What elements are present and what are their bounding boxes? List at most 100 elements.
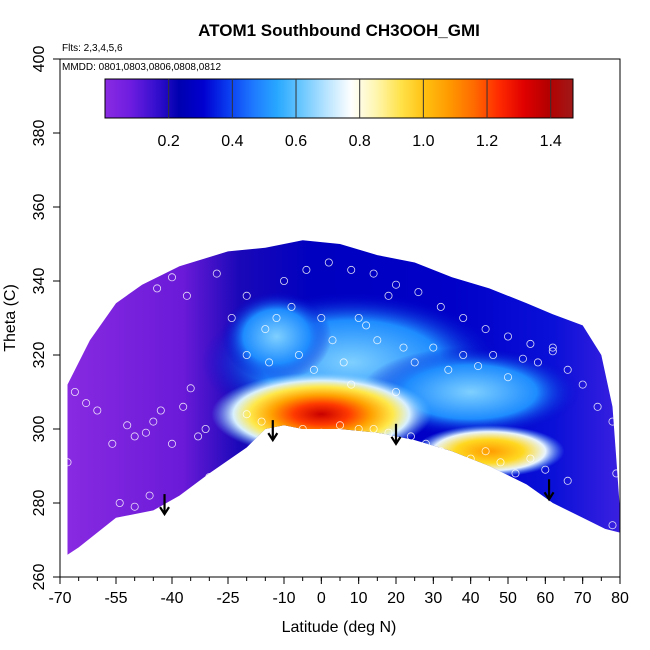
observation-circle: [526, 339, 535, 348]
x-axis-title: Latitude (deg N): [282, 619, 397, 636]
observation-circle: [156, 406, 165, 415]
observation-circles: [63, 258, 621, 530]
observation-circle: [63, 458, 72, 467]
observation-circle: [399, 343, 408, 352]
observation-circle: [369, 269, 378, 278]
observation-circle: [593, 402, 602, 411]
x-tick-label: -10: [272, 590, 295, 607]
observation-circle: [317, 428, 326, 437]
observation-circle: [339, 358, 348, 367]
observation-circle: [212, 269, 221, 278]
x-tick-label: 80: [611, 590, 629, 607]
observation-circle: [414, 288, 423, 297]
observation-circle: [82, 399, 91, 408]
observation-circle: [279, 276, 288, 285]
observation-circle: [317, 313, 326, 322]
observation-circle: [436, 302, 445, 311]
observation-circle: [227, 313, 236, 322]
observation-circle: [548, 347, 557, 356]
observation-circle: [153, 284, 162, 293]
observation-circle: [369, 424, 378, 433]
observation-circle: [421, 439, 430, 448]
colorbar: 0.2 0.4 0.6 0.8 1.0 1.2 1.4: [104, 78, 574, 150]
observation-circle: [436, 447, 445, 456]
y-tick-label: 300: [31, 416, 48, 443]
arrow-marker: [543, 479, 555, 502]
observation-circle: [167, 273, 176, 282]
colorbar-tick-label: 1.4: [540, 133, 562, 150]
observation-circle: [526, 454, 535, 463]
observation-circle: [354, 424, 363, 433]
y-tick-label: 260: [31, 564, 48, 591]
observation-circle: [518, 354, 527, 363]
y-tick-label: 380: [31, 120, 48, 147]
arrow-marker: [159, 494, 170, 517]
arrow-marker: [267, 420, 279, 443]
y-tick-label: 340: [31, 268, 48, 295]
x-tick-label: 20: [387, 590, 405, 607]
x-tick-label: -25: [216, 590, 239, 607]
dates-note: MMDD: 0801,0803,0806,0808,0812: [62, 62, 221, 73]
observation-circle: [141, 428, 150, 437]
observation-circle: [503, 332, 512, 341]
colorbar-tick-label: 0.8: [349, 133, 371, 150]
observation-circle: [373, 336, 382, 345]
observation-circle: [541, 465, 550, 474]
observation-circle: [489, 350, 498, 359]
observation-circle: [328, 336, 337, 345]
arrow-head: [267, 432, 279, 443]
observation-circle: [324, 258, 333, 267]
observation-circle: [272, 313, 281, 322]
observation-circle: [347, 265, 356, 274]
observation-circle: [503, 373, 512, 382]
observation-circle: [563, 476, 572, 485]
y-tick-label: 320: [31, 342, 48, 369]
observation-circle: [533, 358, 542, 367]
observation-circle: [294, 350, 303, 359]
observation-circle: [242, 410, 251, 419]
observation-circle: [257, 417, 266, 426]
x-tick-label: -40: [160, 590, 183, 607]
y-axis-title: Theta (C): [2, 284, 19, 352]
observation-circle: [384, 291, 393, 300]
observation-circle: [298, 424, 307, 433]
x-tick-label: 50: [499, 590, 517, 607]
flights-note: Flts: 2,3,4,5,6: [62, 43, 123, 54]
observation-circle: [578, 380, 587, 389]
y-tick-label: 360: [31, 194, 48, 221]
x-axis: -70 -55 -40 -25 -10 0 10 20 30 40 50 60 70 80: [48, 577, 629, 607]
observation-circle: [608, 521, 617, 530]
observation-circle: [186, 384, 195, 393]
observation-circle: [347, 380, 356, 389]
observation-circle: [279, 428, 288, 437]
observation-circle: [287, 302, 296, 311]
arrow-marker: [390, 423, 402, 446]
observation-circle: [93, 406, 102, 415]
x-tick-label: 30: [424, 590, 442, 607]
colorbar-tick-label: 0.6: [285, 133, 307, 150]
x-tick-label: 40: [462, 590, 480, 607]
x-tick-label: 60: [536, 590, 554, 607]
x-tick-label: 70: [574, 590, 592, 607]
x-tick-label: 10: [350, 590, 368, 607]
heatmap-plume-west: [221, 291, 332, 382]
observation-circle: [451, 458, 460, 467]
y-axis: 260 280 300 320 340 360 380 400: [31, 46, 60, 591]
observation-circle: [459, 313, 468, 322]
observation-circle: [406, 432, 415, 441]
observation-circle: [149, 417, 158, 426]
observation-circle: [261, 325, 270, 334]
arrow-head: [159, 506, 170, 517]
heatmap-layer: [67, 240, 620, 555]
observation-circle: [511, 469, 520, 478]
observation-circle: [179, 402, 188, 411]
observation-circle: [194, 432, 203, 441]
observation-circle: [130, 502, 139, 511]
observation-circle: [242, 291, 251, 300]
observation-circle: [130, 432, 139, 441]
observation-circle: [182, 291, 191, 300]
observation-circle: [410, 358, 419, 367]
observation-circle: [466, 454, 475, 463]
chart-title: ATOM1 Southbound CH3OOH_GMI: [198, 21, 480, 40]
